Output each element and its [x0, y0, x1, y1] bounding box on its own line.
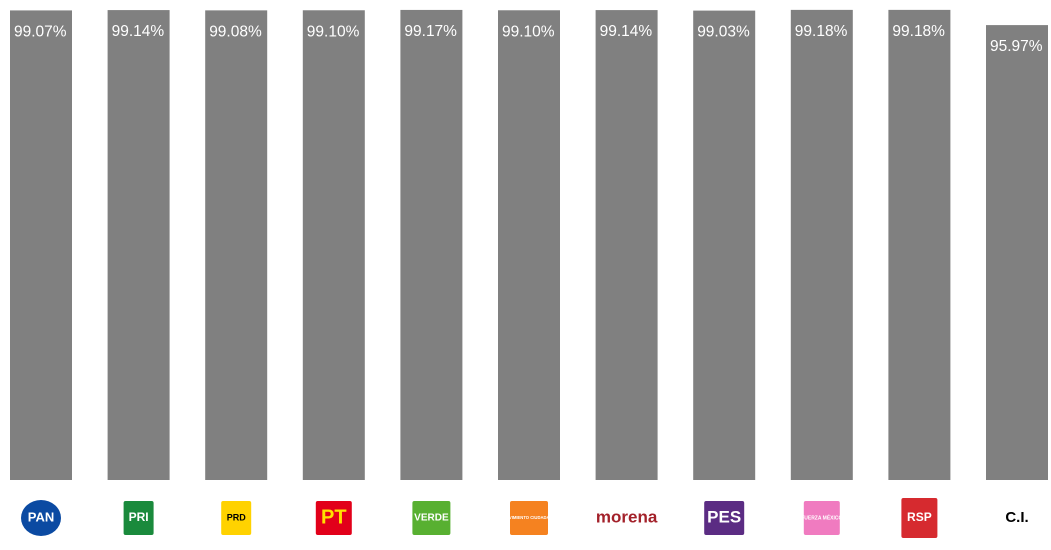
category-label: PES [707, 507, 741, 526]
bar [107, 10, 170, 481]
value-label: 99.14% [112, 23, 165, 40]
bar [302, 10, 365, 481]
bar [693, 10, 756, 480]
logo [412, 501, 451, 535]
logo [221, 501, 252, 535]
category-label: PT [321, 506, 347, 528]
bar [498, 10, 560, 481]
logo [315, 501, 352, 535]
bar [986, 25, 1048, 480]
category-label: C.I. [1005, 509, 1028, 526]
logo [901, 498, 938, 538]
category-label: FUERZA MÉXICO [801, 513, 842, 521]
logo [21, 500, 61, 536]
category-label: PRD [227, 512, 247, 522]
bar [400, 9, 463, 480]
logo [123, 501, 154, 535]
value-label: 99.08% [209, 23, 262, 40]
bar [205, 10, 268, 480]
bar [790, 9, 853, 480]
category-label: MOVIMIENTO CIUDADANO [502, 515, 556, 520]
bar [595, 10, 658, 481]
value-label: 99.17% [404, 23, 457, 40]
category-label: PRI [129, 510, 149, 524]
category-label: PAN [28, 509, 54, 524]
logo [704, 501, 745, 535]
value-label: 99.10% [307, 23, 360, 40]
bar [888, 9, 951, 480]
value-label: 99.14% [600, 23, 653, 40]
value-label: 99.18% [795, 23, 848, 40]
category-label: VERDE [414, 513, 449, 524]
value-label: 99.07% [14, 24, 67, 41]
logo [510, 501, 548, 535]
value-label: 99.03% [697, 24, 750, 41]
bar [10, 10, 72, 480]
value-label: 99.10% [502, 23, 555, 40]
value-label: 99.18% [892, 23, 945, 40]
category-label: RSP [907, 510, 932, 524]
value-label: 95.97% [990, 38, 1043, 55]
category-label: morena [596, 507, 658, 526]
logo [803, 501, 840, 535]
